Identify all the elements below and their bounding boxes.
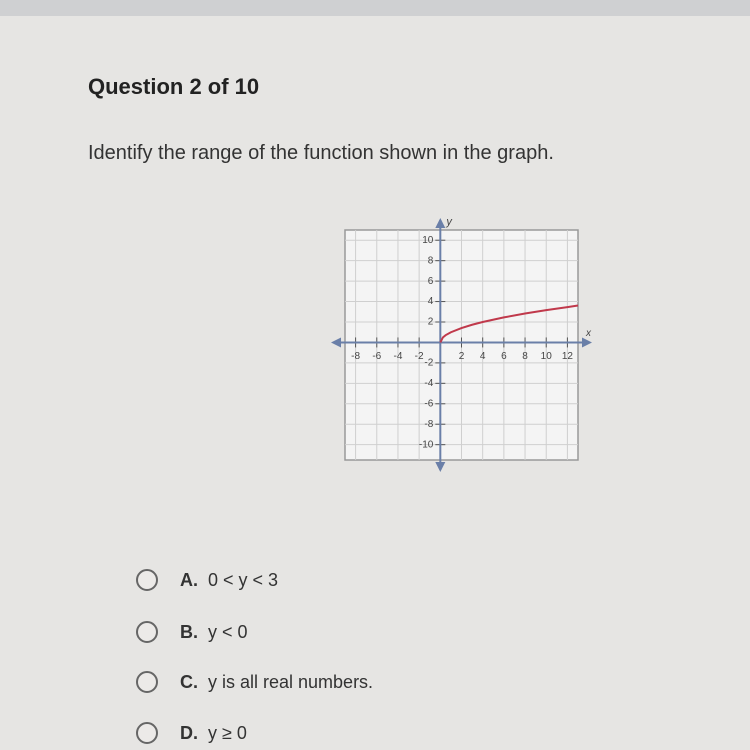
radio-button[interactable] [136,621,158,643]
y-tick-label: -4 [424,378,433,389]
option-text: y is all real numbers. [208,671,374,692]
x-tick-label: 4 [480,351,486,362]
option-text: 0 < y < 3 [208,569,279,590]
question-text: Identify the range of the function shown… [88,142,554,164]
arrow [435,218,446,228]
x-tick-label: -2 [415,351,424,362]
option-letter: C. [180,671,198,692]
curve [439,304,579,343]
top-bar [0,0,750,16]
arrow [331,337,341,348]
y-tick-label: 4 [428,296,434,307]
option-letter: B. [180,621,198,642]
y-tick-label: -6 [424,398,433,409]
y-tick-label: -10 [419,439,434,450]
x-tick-label: 2 [459,351,465,362]
x-tick-label: -8 [351,351,360,362]
answer-option[interactable]: A. 0 < y < 3 [136,567,278,593]
option-letter: A. [180,569,198,590]
y-axis-label: y [445,216,453,228]
question-title: Question 2 of 10 [88,74,260,99]
radio-button[interactable] [136,569,158,591]
y-tick-label: 2 [428,317,434,328]
x-tick-label: 8 [522,351,528,362]
y-tick-label: 10 [422,235,434,246]
x-tick-label: 6 [501,351,507,362]
y-tick-label: -8 [424,419,433,430]
graph: -8 -6 -4 -2 2 4 6 8 10 12 10 8 6 4 2 -2 -4 -6 -8 -10 x y [331,216,592,472]
option-letter: D. [180,722,198,743]
option-text: y < 0 [208,621,248,642]
x-tick-label: 12 [562,351,574,362]
arrow [435,462,446,472]
x-tick-label: -4 [394,351,403,362]
option-text: y ≥ 0 [208,722,247,743]
radio-button[interactable] [136,671,158,693]
x-axis-label: x [585,328,592,339]
answer-option[interactable]: D. y ≥ 0 [136,720,247,746]
arrow [582,337,592,348]
y-tick-label: 6 [428,276,434,287]
x-tick-label: -6 [372,351,381,362]
radio-button[interactable] [136,722,158,744]
answer-option[interactable]: C. y is all real numbers. [136,669,373,695]
answer-option[interactable]: B. y < 0 [136,619,248,645]
y-tick-label: -2 [424,358,433,369]
x-tick-label: 10 [541,351,553,362]
y-tick-label: 8 [428,255,434,266]
